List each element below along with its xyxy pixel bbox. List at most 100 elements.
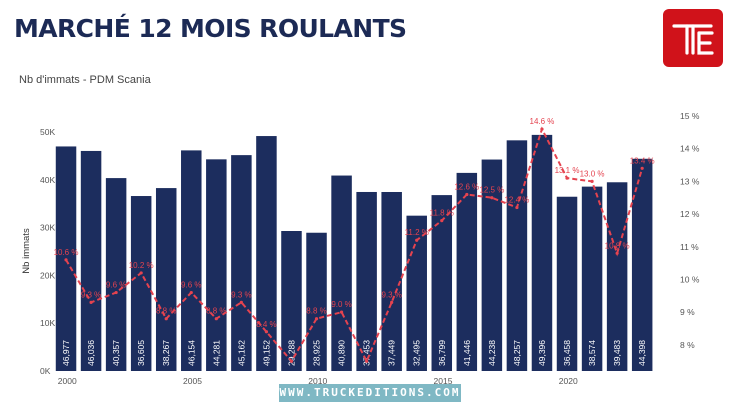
- bar: [155, 188, 177, 371]
- bar: [456, 172, 478, 371]
- bar: [256, 136, 277, 371]
- market-share-point: [239, 300, 243, 304]
- bar-value-label: 49,396: [537, 340, 547, 366]
- bar: [631, 158, 653, 371]
- y-tick-label: 50K: [40, 127, 55, 137]
- bar: [231, 155, 252, 371]
- bar-value-label: 41,446: [462, 340, 472, 366]
- bar: [130, 196, 152, 371]
- market-share-label: 9.3 %: [231, 290, 251, 299]
- market-share-label: 11.2 %: [405, 228, 429, 237]
- x-tick-label: 2020: [559, 376, 578, 386]
- market-share-point: [89, 300, 93, 304]
- market-share-label: 13.1 %: [555, 166, 580, 175]
- bar-value-label: 36,799: [437, 340, 447, 366]
- market-share-label: 8.4 %: [256, 320, 276, 329]
- market-share-point: [314, 317, 319, 321]
- market-share-point: [490, 196, 494, 200]
- bar: [206, 159, 227, 371]
- bar: [431, 195, 453, 371]
- market-share-point: [214, 317, 218, 321]
- y2-tick-label: 13 %: [680, 176, 700, 186]
- market-share-point: [415, 238, 419, 242]
- market-share-label: 9.0 %: [331, 300, 351, 309]
- bar-value-label: 48,257: [512, 340, 522, 366]
- market-share-point: [440, 219, 444, 223]
- market-share-label: 12.4 %: [504, 196, 529, 205]
- y-tick-label: 0K: [40, 366, 51, 376]
- bar-value-label: 36,605: [136, 340, 146, 366]
- market-share-label: 14.6 %: [530, 117, 555, 126]
- y2-tick-label: 11 %: [680, 242, 699, 252]
- bar: [381, 191, 402, 371]
- watermark: WWW.TRUCKEDITIONS.COM: [279, 384, 461, 402]
- market-share-point: [365, 359, 369, 363]
- y2-tick-label: 10 %: [680, 274, 700, 284]
- market-share-point: [515, 205, 519, 210]
- y-tick-label: 30K: [40, 223, 55, 233]
- bar: [80, 150, 102, 371]
- bar-value-label: 40,890: [337, 340, 347, 366]
- market-share-label: 8.8 %: [206, 307, 226, 316]
- market-share-label: 13.0 %: [580, 169, 605, 178]
- y2-tick-label: 12 %: [680, 209, 700, 219]
- bar-value-label: 38,574: [587, 340, 597, 366]
- bar: [556, 196, 578, 371]
- y2-tick-label: 8 %: [680, 340, 695, 350]
- market-share-label: 9.6 %: [181, 281, 201, 290]
- market-share-point: [540, 127, 544, 131]
- bar: [105, 178, 127, 371]
- x-tick-label: 2000: [58, 376, 77, 386]
- market-share-label: 9.6 %: [106, 281, 126, 290]
- bar: [281, 231, 302, 371]
- market-share-point: [565, 176, 569, 180]
- x-tick-label: 2010: [308, 376, 327, 386]
- bar: [306, 232, 327, 371]
- bar-value-label: 44,281: [211, 340, 221, 366]
- market-share-point: [264, 330, 269, 334]
- bar: [181, 150, 202, 371]
- market-share-point: [590, 179, 594, 183]
- bar: [506, 140, 528, 371]
- market-share-label: 10.2 %: [129, 261, 154, 270]
- market-share-label: 10.6 %: [54, 248, 79, 257]
- bar-value-label: 46,154: [186, 340, 196, 366]
- bar-value-label: 38,267: [161, 340, 171, 366]
- market-share-point: [189, 290, 193, 295]
- market-share-label: 8.8 %: [156, 307, 176, 316]
- chart-subtitle: Nb d'immats - PDM Scania: [19, 74, 151, 86]
- truckeditions-logo-icon: [663, 9, 723, 67]
- market-share-label: 8.8 %: [306, 307, 326, 316]
- market-share-point: [465, 192, 469, 197]
- bar: [481, 159, 503, 371]
- y2-tick-label: 9 %: [680, 307, 695, 317]
- market-share-line: [65, 126, 644, 364]
- y2-tick-label: 15 %: [680, 111, 700, 121]
- market-share-label: 12.5 %: [479, 186, 504, 195]
- bar: [356, 191, 377, 371]
- market-share-point: [289, 359, 294, 363]
- market-share-label: 11.8 %: [430, 209, 454, 218]
- bar-value-label: 39,483: [612, 340, 622, 366]
- x-tick-label: 2005: [183, 376, 202, 386]
- bar-value-label: 45,162: [236, 340, 246, 366]
- bar-value-label: 36,458: [562, 340, 572, 366]
- bar: [606, 182, 628, 371]
- page-title: MARCHÉ 12 MOIS ROULANTS: [14, 14, 407, 43]
- market-share-point: [139, 271, 143, 275]
- market-share-point: [390, 300, 394, 304]
- bar-value-label: 29,288: [286, 340, 296, 366]
- market-share-point: [114, 290, 118, 295]
- bar-value-label: 37,449: [387, 340, 397, 366]
- bar: [531, 134, 553, 371]
- market-share-point: [339, 310, 344, 314]
- y-tick-label: 10K: [40, 318, 55, 328]
- bar-value-label: 46,036: [86, 340, 96, 366]
- bar-value-label: 46,977: [61, 340, 71, 366]
- y-tick-label: 20K: [40, 270, 55, 280]
- bar-value-label: 40,357: [111, 340, 121, 366]
- x-tick-label: 2015: [434, 376, 453, 386]
- bar-value-label: 37,453: [362, 340, 372, 366]
- market-share-label: 10.8 %: [605, 241, 630, 250]
